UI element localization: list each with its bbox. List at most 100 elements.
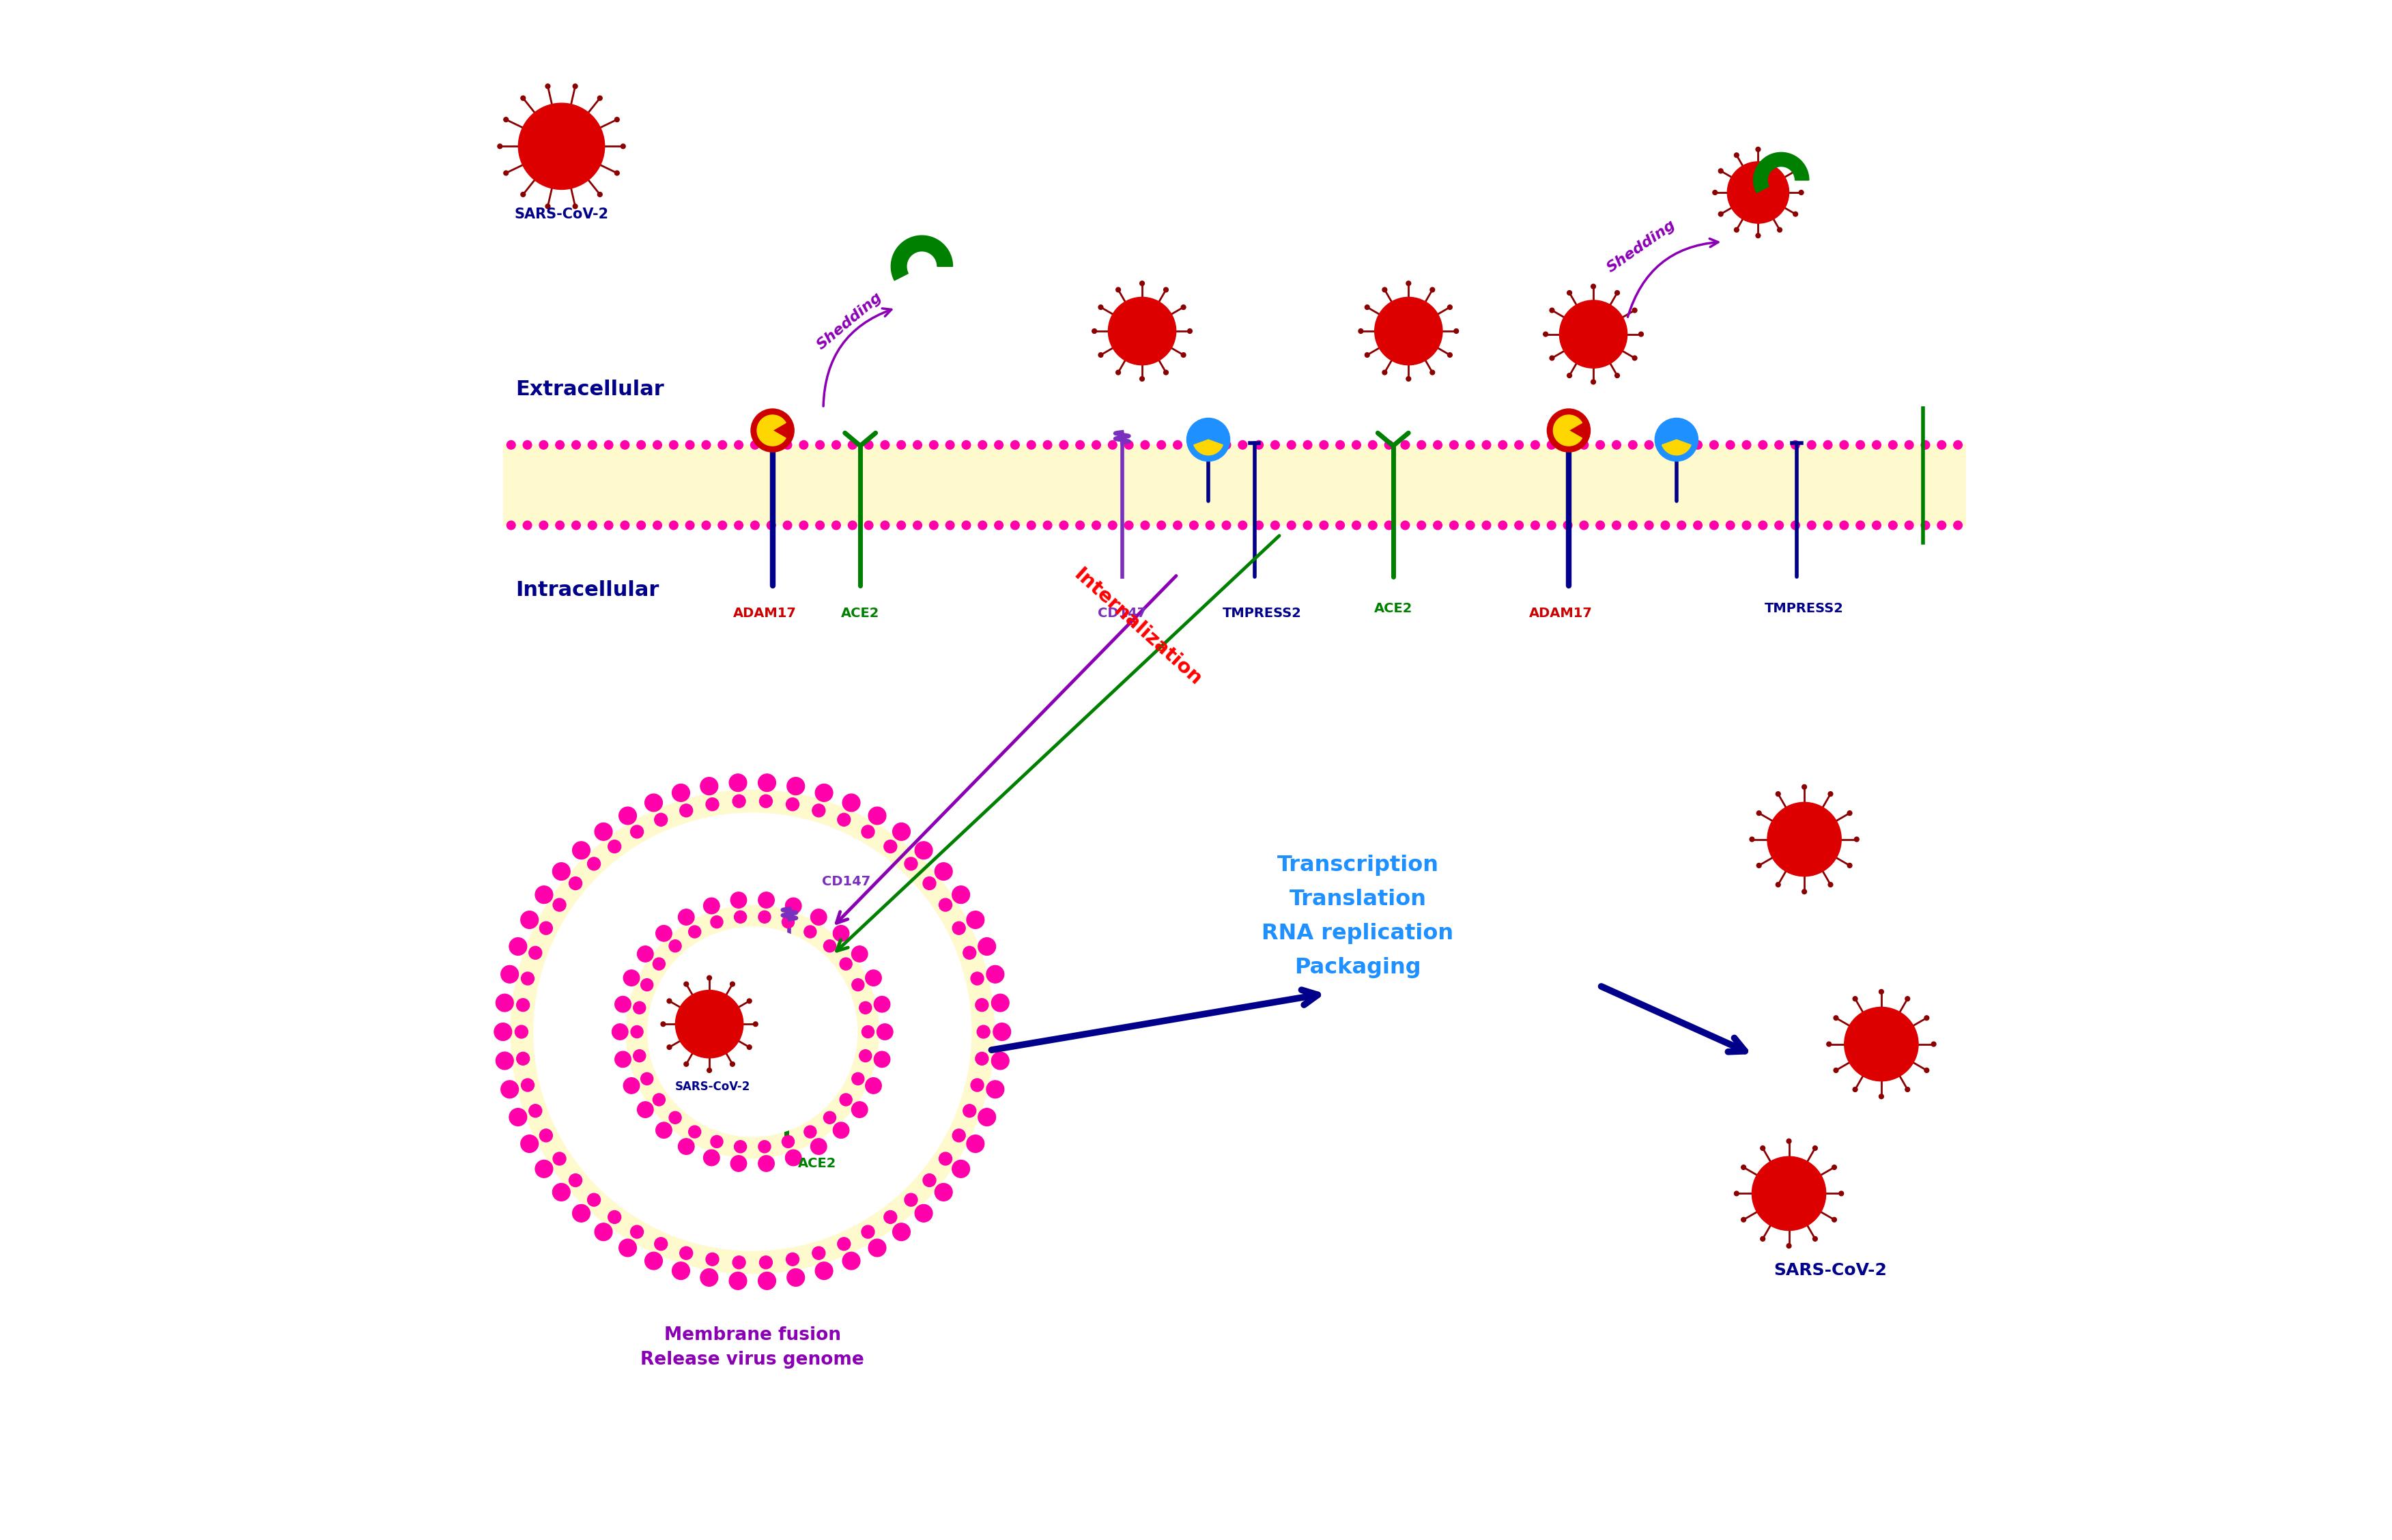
Circle shape [1756,146,1761,152]
Circle shape [1158,440,1165,450]
Circle shape [545,85,550,89]
Circle shape [1548,521,1555,530]
Circle shape [1466,521,1473,530]
Circle shape [1777,152,1782,157]
Text: Internalization: Internalization [1069,565,1206,690]
Circle shape [670,1112,682,1124]
Circle shape [1270,521,1280,530]
Circle shape [1615,291,1619,296]
Circle shape [624,1078,639,1093]
Circle shape [1433,521,1442,530]
Circle shape [1873,440,1880,450]
Circle shape [892,822,911,841]
Circle shape [799,440,808,450]
Circle shape [1677,521,1686,530]
Circle shape [758,775,775,792]
Circle shape [1466,440,1473,450]
Circle shape [1768,802,1842,876]
Circle shape [935,862,952,881]
Circle shape [782,521,792,530]
Circle shape [1366,305,1371,310]
Circle shape [615,996,631,1012]
Circle shape [689,926,701,938]
Circle shape [1823,440,1832,450]
Circle shape [1406,280,1411,286]
Circle shape [653,958,665,970]
Circle shape [880,440,890,450]
Circle shape [811,1138,828,1155]
Circle shape [1629,440,1636,450]
Circle shape [1615,373,1619,377]
Circle shape [670,521,677,530]
Circle shape [785,1150,801,1166]
Circle shape [880,521,890,530]
Circle shape [636,521,646,530]
Circle shape [758,910,770,922]
Circle shape [861,1226,875,1238]
Circle shape [1076,440,1084,450]
Circle shape [653,521,663,530]
Circle shape [1560,300,1627,368]
Circle shape [1792,521,1799,530]
Circle shape [1629,521,1636,530]
Circle shape [1734,1192,1739,1195]
Circle shape [986,966,1005,983]
Circle shape [684,983,689,987]
Circle shape [904,1194,919,1206]
Circle shape [569,876,581,890]
Circle shape [1416,521,1426,530]
Circle shape [768,521,775,530]
FancyArrowPatch shape [1600,987,1746,1052]
Circle shape [1253,521,1263,530]
Circle shape [1930,1041,1935,1047]
Circle shape [873,1052,890,1067]
Circle shape [787,798,799,810]
Circle shape [1660,440,1670,450]
Circle shape [1890,440,1897,450]
Circle shape [816,521,825,530]
Circle shape [634,1050,646,1063]
Circle shape [1483,440,1490,450]
FancyBboxPatch shape [502,444,1966,527]
Circle shape [1741,1217,1746,1223]
Circle shape [758,1141,770,1153]
Circle shape [1741,1164,1746,1170]
Circle shape [1775,882,1780,887]
Circle shape [521,1078,533,1092]
Circle shape [1368,440,1378,450]
Circle shape [541,1129,553,1143]
Circle shape [541,921,553,935]
Circle shape [930,440,938,450]
Circle shape [1827,1041,1832,1047]
Circle shape [679,1138,694,1155]
Circle shape [1813,1146,1818,1150]
Circle shape [1631,308,1636,313]
Circle shape [1579,521,1588,530]
Circle shape [799,521,808,530]
Circle shape [892,1223,911,1241]
Circle shape [1775,521,1784,530]
Circle shape [596,822,612,841]
Circle shape [660,1023,665,1027]
Circle shape [545,203,550,208]
Circle shape [966,1135,983,1152]
Circle shape [1098,305,1103,310]
Circle shape [1808,521,1816,530]
Circle shape [866,970,883,986]
Circle shape [1320,521,1328,530]
Circle shape [1823,521,1832,530]
Circle shape [1174,521,1182,530]
Circle shape [667,998,672,1004]
Circle shape [1026,440,1036,450]
Circle shape [840,1093,852,1106]
Circle shape [536,885,553,904]
Circle shape [758,795,773,807]
Circle shape [679,804,694,818]
Text: ADAM17: ADAM17 [732,607,797,619]
Circle shape [596,1223,612,1241]
Circle shape [1189,521,1198,530]
Circle shape [832,1123,849,1138]
Circle shape [816,440,825,450]
Circle shape [495,1023,512,1041]
Wedge shape [758,416,787,445]
